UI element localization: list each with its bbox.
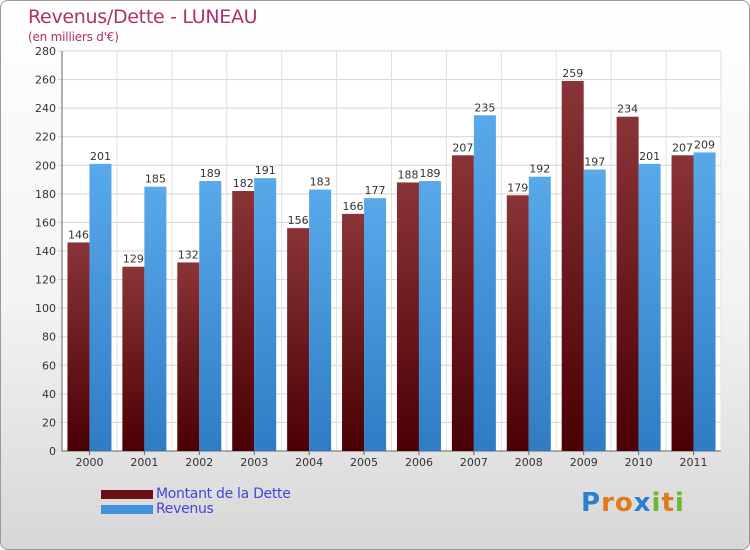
bar-dette xyxy=(506,195,529,451)
y-tick-label: 0 xyxy=(49,445,56,458)
data-label-dette: 179 xyxy=(507,181,528,194)
legend-swatch-revenus xyxy=(101,505,153,514)
chart-title: Revenus/Dette - LUNEAU xyxy=(28,6,258,28)
x-tick-label: 2011 xyxy=(680,456,708,469)
chart-subtitle: (en milliers d'€) xyxy=(28,30,119,44)
bar-revenus xyxy=(473,115,496,452)
y-tick-label: 260 xyxy=(35,74,56,87)
data-label-dette: 146 xyxy=(68,228,89,241)
logo-letter: o xyxy=(614,488,634,518)
bar-dette xyxy=(67,242,90,451)
logo-letter: x xyxy=(633,488,652,518)
y-tick-label: 20 xyxy=(42,416,56,429)
data-label-dette: 207 xyxy=(672,141,693,154)
logo-letter: t xyxy=(661,488,675,518)
y-tick-label: 240 xyxy=(35,102,56,115)
x-tick-label: 2006 xyxy=(405,456,433,469)
data-label-revenus: 189 xyxy=(419,167,440,180)
logo-letter: i xyxy=(651,488,662,518)
bar-dette xyxy=(396,182,419,451)
bar-revenus xyxy=(254,178,277,451)
y-tick-label: 200 xyxy=(35,159,56,172)
bar-dette xyxy=(616,116,639,451)
bar-revenus xyxy=(528,176,551,451)
x-tick-label: 2000 xyxy=(75,456,103,469)
data-label-dette: 234 xyxy=(617,103,638,116)
y-tick-label: 280 xyxy=(35,45,56,58)
x-tick-label: 2003 xyxy=(240,456,268,469)
data-label-dette: 132 xyxy=(178,248,199,261)
y-tick-label: 140 xyxy=(35,245,56,258)
bar-dette xyxy=(561,81,584,451)
bar-revenus xyxy=(364,198,387,451)
bar-dette xyxy=(177,262,200,451)
logo-letter: P xyxy=(581,488,602,518)
y-tick-label: 120 xyxy=(35,274,56,287)
data-label-revenus: 192 xyxy=(529,163,550,176)
bar-revenus xyxy=(583,169,606,452)
x-tick-label: 2002 xyxy=(185,456,213,469)
data-label-revenus: 183 xyxy=(310,176,331,189)
data-label-dette: 129 xyxy=(123,253,144,266)
bar-revenus xyxy=(638,163,661,451)
logo-letter: i xyxy=(674,488,685,518)
y-tick-label: 220 xyxy=(35,131,56,144)
bar-revenus xyxy=(693,152,716,451)
x-tick-label: 2004 xyxy=(295,456,323,469)
x-tick-label: 2007 xyxy=(460,456,488,469)
x-tick-label: 2009 xyxy=(570,456,598,469)
x-tick-label: 2008 xyxy=(515,456,543,469)
data-label-dette: 207 xyxy=(452,141,473,154)
legend-swatch-dette xyxy=(101,490,153,499)
bar-revenus xyxy=(199,181,222,451)
bar-dette xyxy=(671,155,694,452)
data-label-revenus: 235 xyxy=(474,101,495,114)
x-tick-label: 2010 xyxy=(625,456,653,469)
data-label-dette: 156 xyxy=(288,214,309,227)
bar-revenus xyxy=(89,163,112,451)
y-tick-label: 160 xyxy=(35,216,56,229)
bar-revenus xyxy=(418,181,441,451)
data-label-dette: 182 xyxy=(233,177,254,190)
y-tick-label: 80 xyxy=(42,331,56,344)
data-label-dette: 188 xyxy=(397,168,418,181)
bar-dette xyxy=(122,266,145,451)
bar-revenus xyxy=(309,189,332,452)
y-tick-label: 60 xyxy=(42,359,56,372)
data-label-dette: 259 xyxy=(562,67,583,80)
bar-dette xyxy=(287,228,310,451)
data-label-revenus: 201 xyxy=(90,150,111,163)
bar-dette xyxy=(232,191,255,451)
data-label-revenus: 177 xyxy=(365,184,386,197)
logo-letter: r xyxy=(601,488,615,518)
y-tick-label: 180 xyxy=(35,188,56,201)
data-label-revenus: 209 xyxy=(694,138,715,151)
legend-label-revenus: Revenus xyxy=(156,501,214,517)
y-tick-label: 100 xyxy=(35,302,56,315)
x-tick-label: 2001 xyxy=(130,456,158,469)
bar-revenus xyxy=(144,186,167,451)
data-label-revenus: 191 xyxy=(255,164,276,177)
bar-dette xyxy=(342,213,365,451)
bar-dette xyxy=(451,155,474,452)
data-label-revenus: 197 xyxy=(584,156,605,169)
y-tick-label: 40 xyxy=(42,388,56,401)
data-label-dette: 166 xyxy=(343,200,364,213)
data-label-revenus: 189 xyxy=(200,167,221,180)
data-label-revenus: 201 xyxy=(639,150,660,163)
proxiti-logo: Proxiti xyxy=(581,488,685,518)
legend-label-dette: Montant de la Dette xyxy=(156,486,291,502)
data-label-revenus: 185 xyxy=(145,173,166,186)
x-tick-label: 2005 xyxy=(350,456,378,469)
